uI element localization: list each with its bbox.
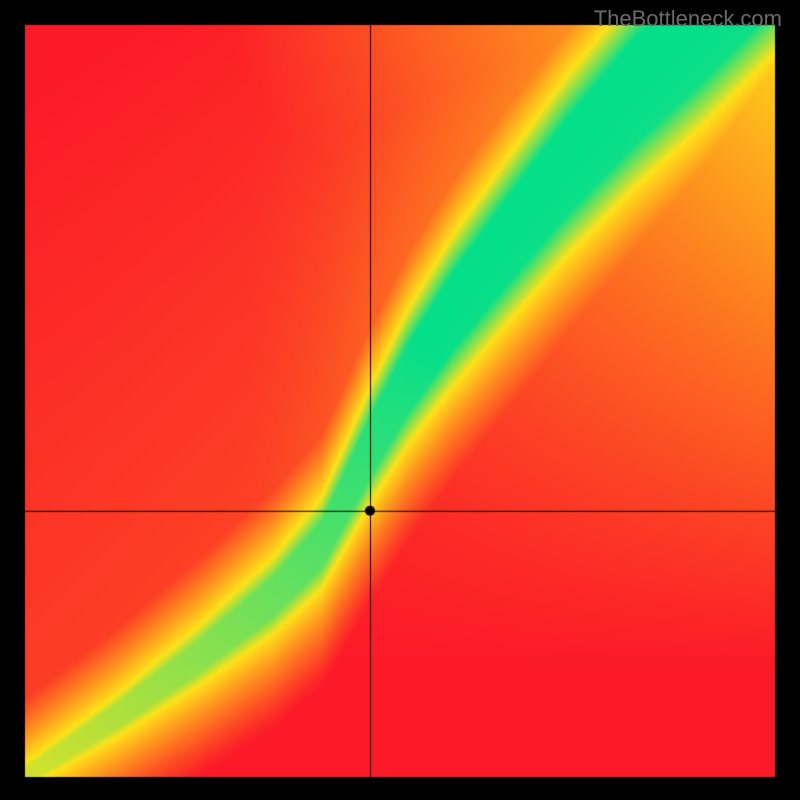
chart-container: TheBottleneck.com bbox=[0, 0, 800, 800]
watermark-text: TheBottleneck.com bbox=[594, 6, 782, 32]
heatmap-canvas bbox=[0, 0, 800, 800]
